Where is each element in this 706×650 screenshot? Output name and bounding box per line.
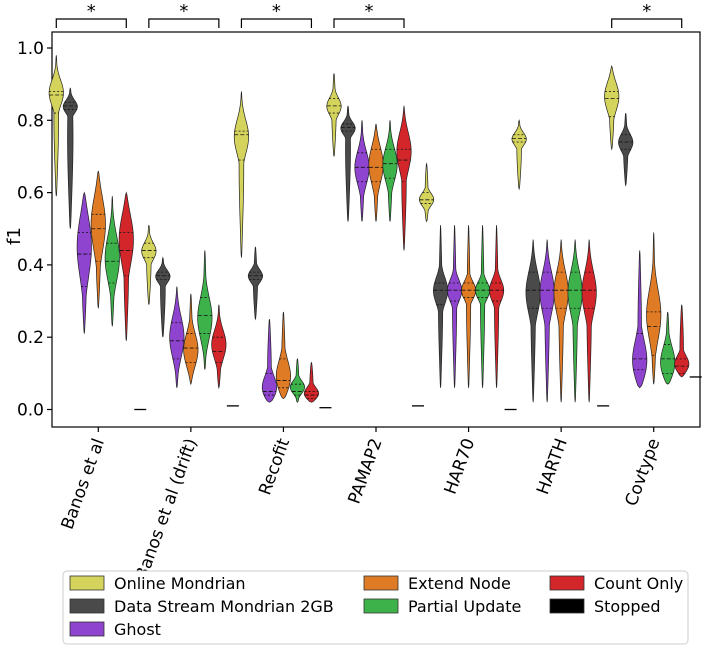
- violin-body: [354, 120, 370, 222]
- violin-body: [539, 239, 555, 403]
- x-tick-label: Recofit: [255, 436, 294, 498]
- significance-bracket: [333, 18, 405, 28]
- violin-body: [48, 55, 64, 197]
- x-axis: Banos et al Banos et al (drift) Recofit PAM…: [58, 427, 665, 583]
- x-tick-label: Covtype: [622, 436, 665, 509]
- violin-body: [525, 239, 541, 403]
- significance-star: *: [365, 1, 374, 22]
- x-tick-label: Banos et al (drift): [132, 436, 202, 583]
- legend-swatch: [549, 598, 585, 614]
- violin-body: [511, 119, 527, 191]
- legend-label: Extend Node: [408, 574, 511, 593]
- violin-body: [289, 357, 305, 403]
- significance-bracket: [55, 18, 127, 28]
- violin-body: [247, 246, 263, 321]
- stopped-layer: [134, 376, 702, 411]
- violin-body: [396, 105, 412, 251]
- y-tick-label: 0.6: [17, 184, 44, 204]
- legend-swatch: [69, 575, 105, 591]
- violin-body: [475, 225, 491, 388]
- legend-label: Online Mondrian: [114, 574, 246, 593]
- x-tick-label: Banos et al: [58, 436, 109, 532]
- y-tick-label: 0.0: [17, 401, 44, 421]
- violin-body: [90, 170, 106, 309]
- significance-star: *: [179, 1, 188, 22]
- violin-body: [211, 304, 227, 390]
- violin-body: [340, 105, 356, 222]
- violin-body: [489, 225, 505, 388]
- x-tick-label: HAR70: [441, 436, 480, 497]
- x-tick-label: HARTH: [533, 436, 572, 497]
- violin-body: [155, 256, 171, 338]
- y-axis-label: f1: [4, 227, 25, 245]
- violin-body: [368, 123, 384, 222]
- y-tick-label: 1.0: [17, 39, 44, 59]
- x-tick-label: PAMAP2: [345, 436, 387, 507]
- significance-bracket: [148, 18, 220, 28]
- significance-star: *: [272, 1, 281, 22]
- legend-swatch: [549, 575, 585, 591]
- violin-body: [62, 87, 78, 229]
- significance-layer: * * * * *: [55, 1, 683, 28]
- violin-body: [567, 239, 583, 403]
- significance-bracket: [240, 18, 313, 28]
- violin-body: [632, 250, 648, 389]
- violin-body: [275, 311, 291, 400]
- legend-swatch: [69, 621, 105, 637]
- y-tick-label: 0.2: [17, 328, 44, 348]
- legend-label: Ghost: [114, 620, 161, 639]
- legend-swatch: [363, 575, 399, 591]
- legend-label: Count Only: [594, 574, 683, 593]
- violin-body: [604, 65, 620, 151]
- violin-body: [197, 250, 213, 370]
- violin-body: [326, 73, 342, 157]
- violin-body: [660, 311, 676, 385]
- violin-body: [646, 232, 662, 385]
- violin-body: [447, 225, 463, 388]
- violin-body: [183, 293, 199, 386]
- violin-body: [553, 239, 569, 403]
- violin-body: [581, 239, 597, 403]
- violin-body: [233, 91, 249, 258]
- legend: Online Mondrian Data Stream Mondrian 2GB G…: [62, 570, 689, 645]
- violin-body: [261, 319, 277, 403]
- significance-star: *: [87, 1, 96, 22]
- legend-label: Partial Update: [408, 597, 521, 616]
- significance-star: *: [642, 1, 651, 22]
- y-axis: 0.0 0.2 0.4 0.6 0.8 1.0: [17, 39, 52, 421]
- violin-body: [76, 191, 92, 334]
- violin-body: [303, 361, 319, 403]
- legend-swatch: [69, 598, 105, 614]
- significance-bracket: [611, 18, 683, 28]
- legend-label: Data Stream Mondrian 2GB: [114, 597, 334, 616]
- y-tick-label: 0.8: [17, 111, 44, 131]
- legend-swatch: [363, 598, 399, 614]
- violin-layer: [48, 55, 690, 403]
- violin-body: [461, 225, 477, 388]
- violin-body: [433, 225, 449, 388]
- y-tick-label: 0.4: [17, 256, 44, 276]
- violin-body: [382, 120, 398, 222]
- violin-body: [169, 286, 185, 388]
- legend-label: Stopped: [594, 597, 661, 616]
- violin-body: [118, 191, 134, 341]
- violin-body: [141, 225, 157, 305]
